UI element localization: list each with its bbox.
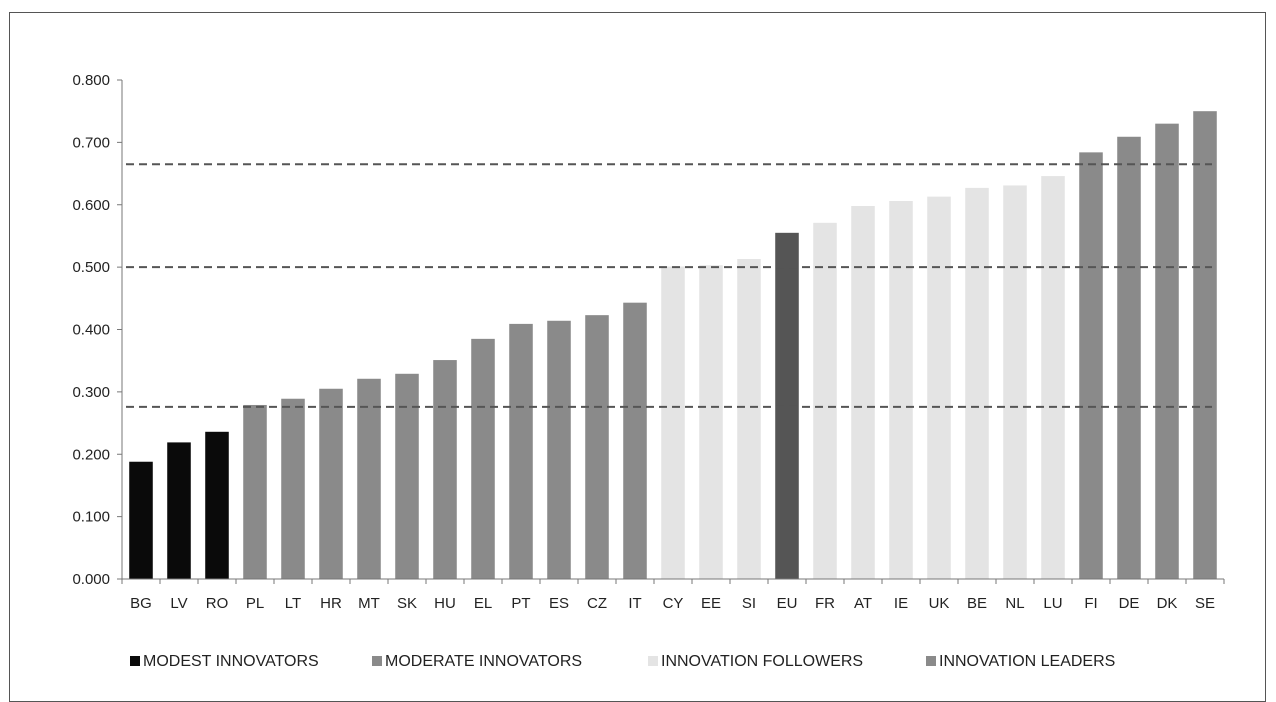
bar-cz xyxy=(585,315,609,579)
y-tick-label: 0.600 xyxy=(72,197,110,214)
x-tick-label: HR xyxy=(320,595,342,612)
x-tick-label: MT xyxy=(358,595,380,612)
bar-dk xyxy=(1155,123,1179,579)
bar-eu xyxy=(775,232,799,579)
bar-hu xyxy=(433,360,457,579)
bar-bg xyxy=(129,461,153,579)
bar-sk xyxy=(395,373,419,579)
x-tick-label: DK xyxy=(1157,595,1178,612)
bar-fr xyxy=(813,222,837,579)
x-tick-label: BG xyxy=(130,595,152,612)
legend: MODEST INNOVATORS MODERATE INNOVATORS INNO… xyxy=(130,653,1115,670)
y-tick-label: 0.200 xyxy=(72,446,110,463)
x-tick-label: RO xyxy=(206,595,229,612)
y-tick-label: 0.800 xyxy=(72,72,110,89)
x-axis: BG LV RO PL LT HR MT SK HU EL PT ES CZ IT CY EE SI EU FR AT… xyxy=(121,578,1225,612)
bar-cy xyxy=(661,266,685,579)
bar-se xyxy=(1193,111,1217,579)
x-tick-label: FI xyxy=(1084,595,1097,612)
bar-hr xyxy=(319,388,343,579)
x-tick-label: FR xyxy=(815,595,835,612)
legend-swatch xyxy=(648,656,658,666)
bar-nl xyxy=(1003,185,1027,579)
bar-ee xyxy=(699,265,723,579)
y-tick-label: 0.300 xyxy=(72,384,110,401)
bar-at xyxy=(851,205,875,579)
x-tick-label: CY xyxy=(663,595,684,612)
bar-lt xyxy=(281,398,305,579)
x-tick-label: SE xyxy=(1195,595,1215,612)
x-tick-label: HU xyxy=(434,595,456,612)
y-tick-label: 0.400 xyxy=(72,322,110,339)
x-tick-label: DE xyxy=(1119,595,1140,612)
x-tick-label: PL xyxy=(246,595,264,612)
x-tick-label: CZ xyxy=(587,595,607,612)
y-tick-label: 0.000 xyxy=(72,571,110,588)
y-tick-label: 0.100 xyxy=(72,509,110,526)
bar-lv xyxy=(167,442,191,579)
x-tick-label: EL xyxy=(474,595,492,612)
bar-pl xyxy=(243,404,267,579)
x-tick-label: AT xyxy=(854,595,872,612)
legend-label: INNOVATION LEADERS xyxy=(939,653,1115,670)
bar-si xyxy=(737,259,761,579)
legend-swatch xyxy=(130,656,140,666)
threshold-lines xyxy=(126,163,1212,408)
x-tick-label: EE xyxy=(701,595,721,612)
x-tick-label: EU xyxy=(777,595,798,612)
x-tick-label: LT xyxy=(285,595,301,612)
bar-lu xyxy=(1041,176,1065,579)
x-tick-label: LV xyxy=(170,595,187,612)
bar-mt xyxy=(357,378,381,579)
x-tick-label: IE xyxy=(894,595,908,612)
x-tick-label: SK xyxy=(397,595,417,612)
legend-swatch xyxy=(926,656,936,666)
x-tick-label: BE xyxy=(967,595,987,612)
bars xyxy=(129,111,1217,580)
x-tick-label: LU xyxy=(1043,595,1062,612)
bar-ro xyxy=(205,431,229,579)
bar-fi xyxy=(1079,152,1103,580)
bar-chart: 0.000 0.100 0.200 0.300 0.400 0.500 0.600 0.700… xyxy=(72,72,1225,670)
bar-pt xyxy=(509,323,533,579)
bar-ie xyxy=(889,201,913,579)
y-tick-label: 0.700 xyxy=(72,134,110,151)
legend-swatch xyxy=(372,656,382,666)
x-tick-label: PT xyxy=(511,595,530,612)
y-axis: 0.000 0.100 0.200 0.300 0.400 0.500 0.600 0.700… xyxy=(72,72,123,588)
x-tick-label: ES xyxy=(549,595,569,612)
bar-es xyxy=(547,320,571,579)
bar-uk xyxy=(927,196,951,580)
x-tick-label: NL xyxy=(1005,595,1024,612)
bar-it xyxy=(623,302,647,579)
y-tick-label: 0.500 xyxy=(72,259,110,276)
bar-de xyxy=(1117,136,1141,580)
legend-label: MODERATE INNOVATORS xyxy=(385,653,582,670)
legend-label: MODEST INNOVATORS xyxy=(143,653,319,670)
x-tick-label: IT xyxy=(628,595,641,612)
legend-label: INNOVATION FOLLOWERS xyxy=(661,653,863,670)
bar-be xyxy=(965,187,989,579)
x-tick-label: SI xyxy=(742,595,756,612)
bar-el xyxy=(471,338,495,579)
x-tick-label: UK xyxy=(929,595,950,612)
